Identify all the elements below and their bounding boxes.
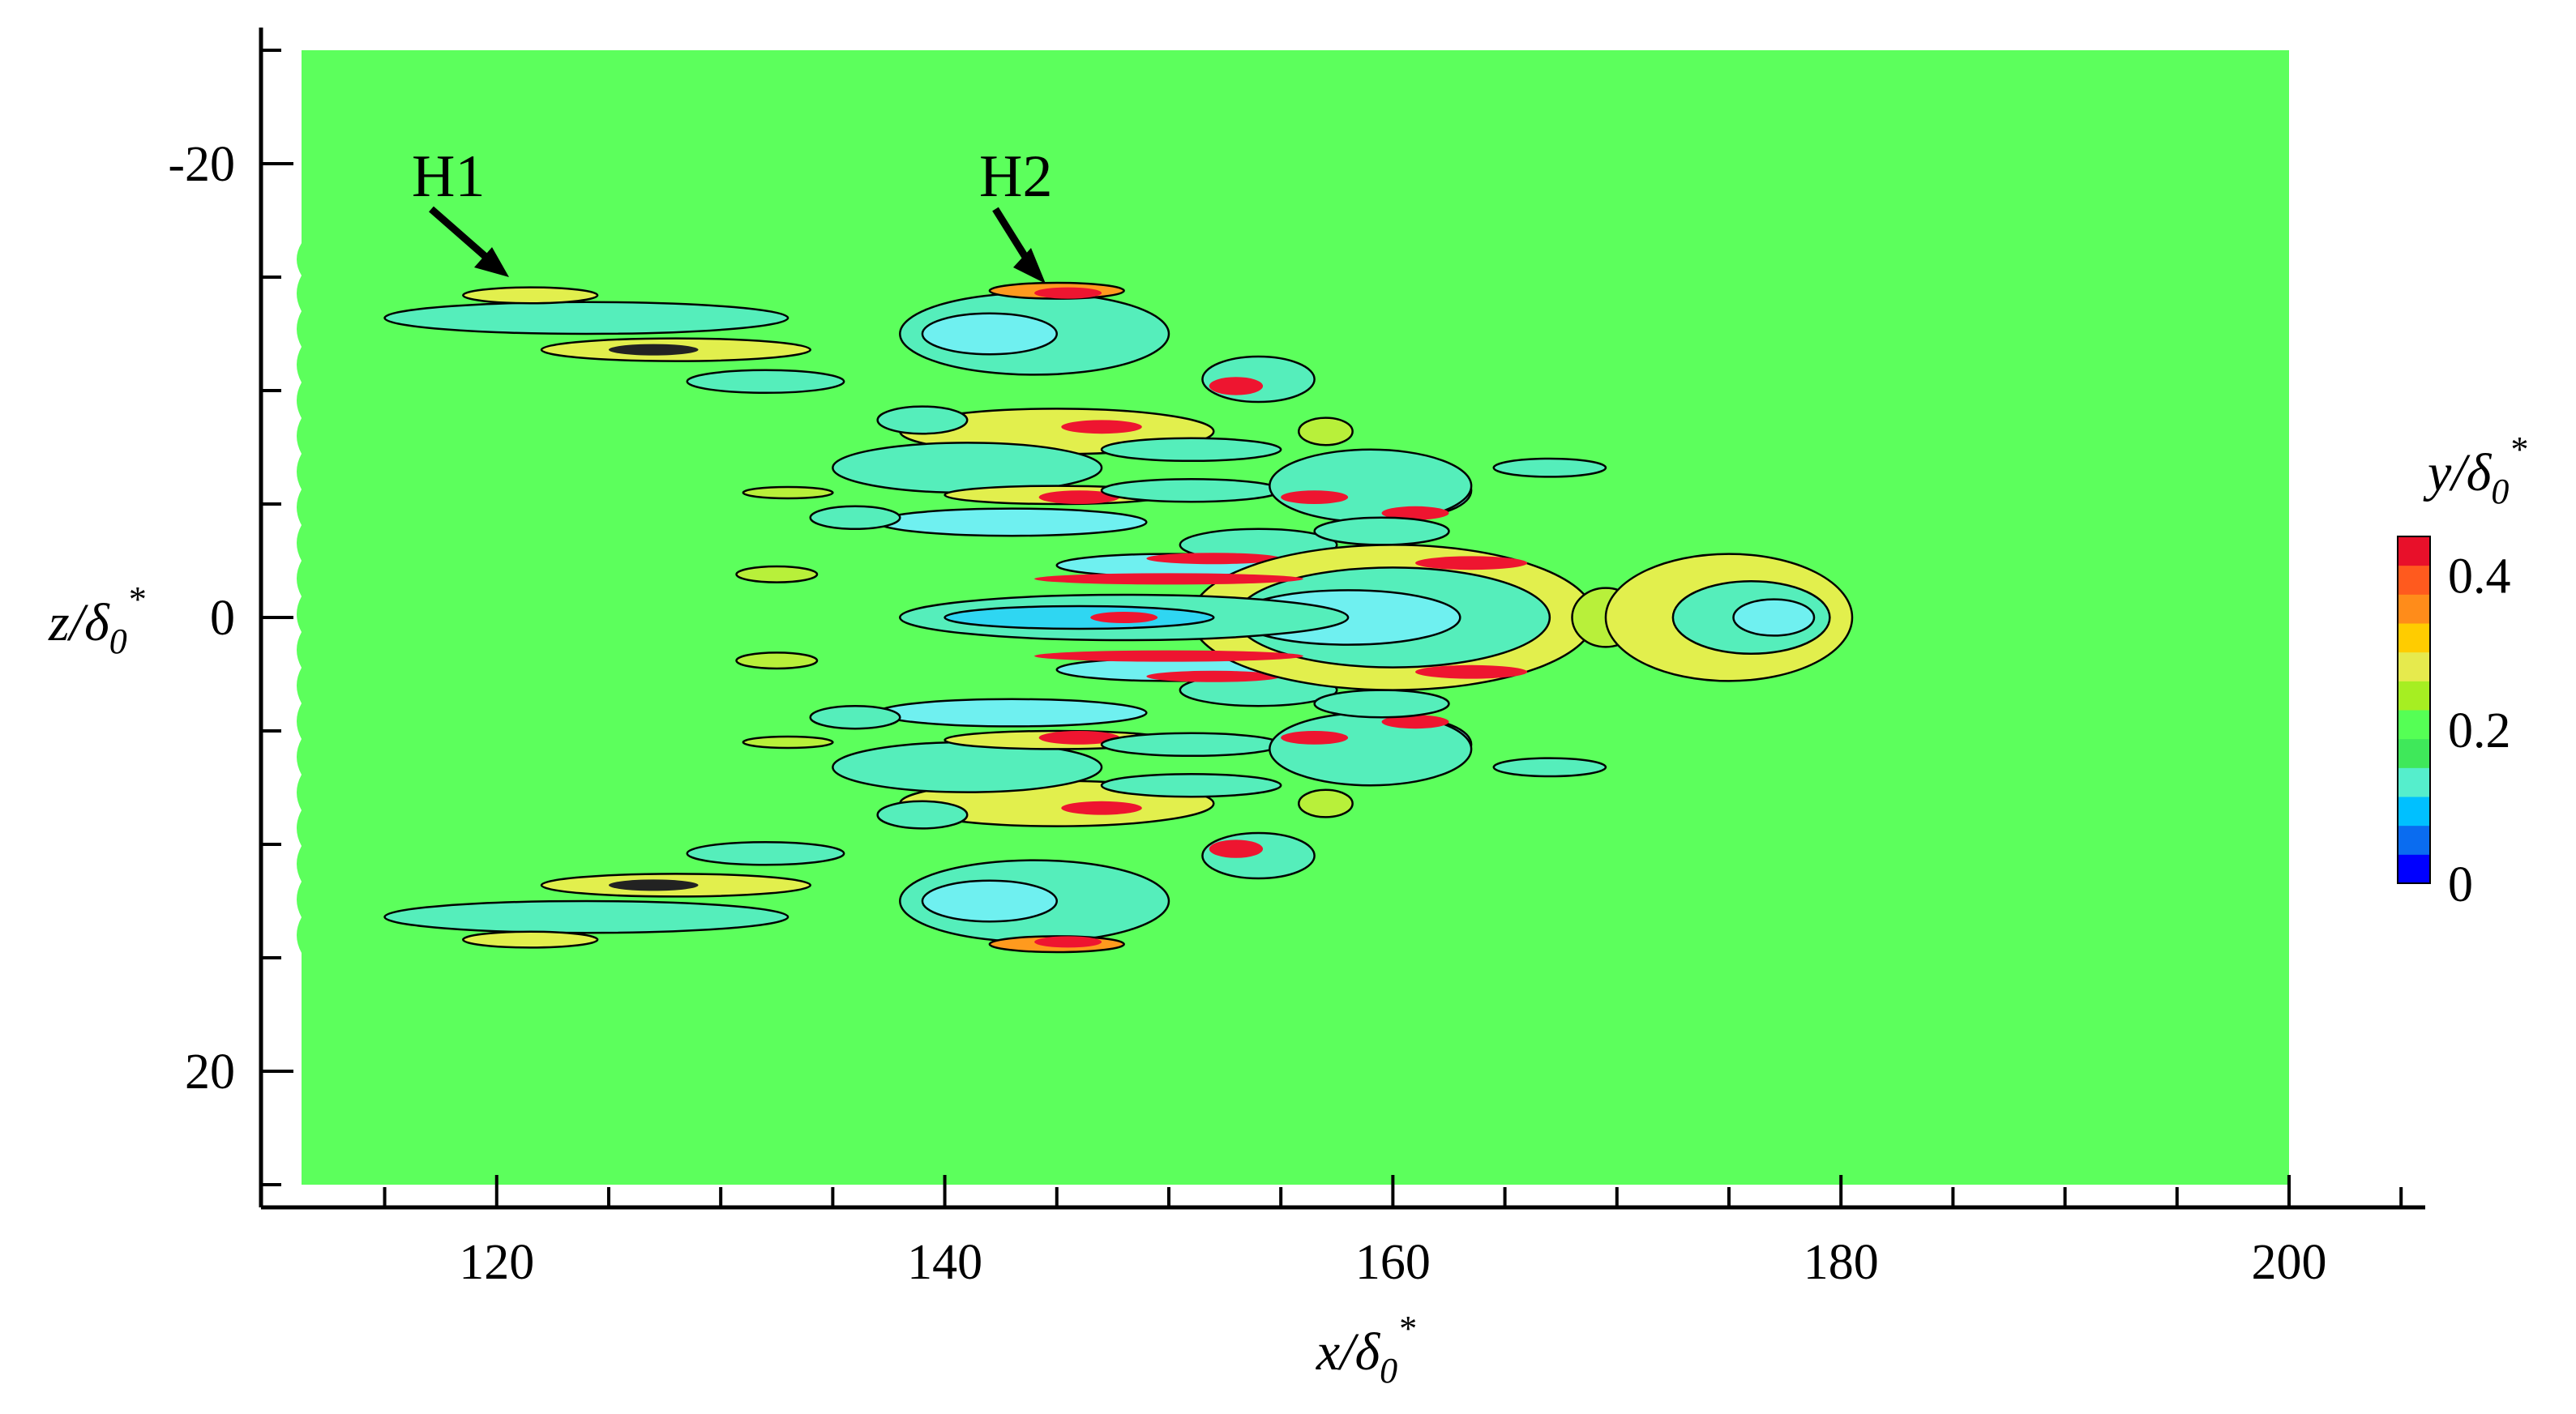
annotation-h2-arrow <box>992 207 1031 263</box>
contour-blob <box>809 704 901 730</box>
colorbar-tick-labels: 0 0.2 0.4 <box>2448 549 2511 912</box>
contour-blob <box>1313 689 1450 719</box>
contour-blob <box>686 369 845 395</box>
colorbar-tick-label: 0 <box>2448 857 2473 912</box>
contour-blob <box>1209 839 1264 858</box>
contour-blobs <box>383 281 1854 954</box>
contour-blob <box>608 344 699 356</box>
contour-blob <box>608 879 699 891</box>
contour-blob <box>876 800 969 830</box>
contour-blob <box>1298 417 1354 446</box>
contour-blob <box>1090 612 1158 623</box>
contour-blob <box>1034 287 1102 299</box>
contour-blob <box>735 565 819 583</box>
x-tick-label: 180 <box>1804 1235 1879 1290</box>
contour-blob <box>1061 801 1142 815</box>
contour-blob <box>686 840 845 866</box>
contour-blob <box>1146 553 1282 565</box>
colorbar-tick-label: 0.2 <box>2448 703 2511 758</box>
colorbar: y/δ0* 0 0.2 0.4 <box>2397 429 2527 912</box>
contour-blob <box>1100 772 1282 798</box>
contour-blob <box>742 735 834 750</box>
contour-blob <box>462 930 599 949</box>
contour-blob <box>1281 731 1349 745</box>
colorbar-band <box>2398 767 2430 797</box>
colorbar-band <box>2398 825 2430 855</box>
contour-blob <box>1492 757 1607 778</box>
contour-blob <box>1034 650 1303 662</box>
annotation-h1-label: H1 <box>412 143 485 210</box>
y-ticks <box>261 49 293 1186</box>
y-tick-labels: -20 0 20 <box>168 137 235 1100</box>
colorbar-band <box>2398 594 2430 624</box>
contour-blob <box>1100 732 1282 758</box>
colorbar-frame <box>2397 536 2431 884</box>
contour-blob <box>1061 420 1142 434</box>
contour-blob <box>1034 936 1102 948</box>
colorbar-band <box>2398 710 2430 740</box>
contour-blob <box>1381 506 1449 520</box>
colorbar-band <box>2398 565 2430 595</box>
contour-blob <box>876 405 969 435</box>
contour-blob <box>944 604 1215 630</box>
annotation-h1-arrow <box>429 206 493 264</box>
annotation-h1: H1 <box>412 143 509 277</box>
contour-blob <box>383 301 789 335</box>
contour-blob <box>1415 556 1528 570</box>
annotation-h2-label: H2 <box>979 143 1052 210</box>
colorbar-band <box>2398 854 2430 884</box>
contour-blob <box>876 507 1148 537</box>
colorbar-tick-label: 0.4 <box>2448 549 2511 604</box>
contour-blob <box>1100 477 1282 503</box>
contour-blob <box>1298 788 1354 818</box>
colorbar-band <box>2398 651 2430 681</box>
contour-blob <box>921 312 1059 356</box>
x-tick-label: 160 <box>1355 1235 1431 1290</box>
x-tick-label: 140 <box>907 1235 982 1290</box>
contour-blob <box>1492 457 1607 478</box>
contour-blob <box>1038 731 1120 745</box>
colorbar-band <box>2398 797 2430 827</box>
contour-field <box>295 50 2289 1185</box>
colorbar-band <box>2398 623 2430 653</box>
colorbar-band <box>2398 536 2430 566</box>
x-tick-label: 200 <box>2252 1235 2327 1290</box>
contour-blob <box>1732 598 1816 637</box>
colorbar-band <box>2398 738 2430 768</box>
contour-blob <box>1100 437 1282 463</box>
contour-blob <box>1313 516 1450 546</box>
x-tick-label: 120 <box>459 1235 534 1290</box>
contour-blob <box>1415 664 1528 679</box>
contour-blob <box>921 879 1059 923</box>
contour-blob <box>1146 670 1282 682</box>
contour-blob <box>1038 490 1120 504</box>
contour-blob <box>876 698 1148 728</box>
annotation-h2-arrowhead <box>1013 248 1046 284</box>
colorbar-title: y/δ0* <box>2423 429 2527 511</box>
y-tick-label: -20 <box>168 137 235 192</box>
x-ticks <box>383 1175 2403 1207</box>
contour-blob <box>742 485 834 500</box>
annotation-h2: H2 <box>979 143 1052 284</box>
axes: 120 140 160 180 200 -20 0 20 <box>168 28 2425 1290</box>
colorbar-bands <box>2398 536 2430 884</box>
x-tick-labels: 120 140 160 180 200 <box>459 1235 2326 1290</box>
contour-blob <box>1034 573 1303 585</box>
contour-blob <box>809 505 901 531</box>
contour-blob <box>1381 715 1449 729</box>
contour-blob <box>1209 377 1264 395</box>
annotation-h1-arrowhead <box>474 247 509 277</box>
colorbar-band <box>2398 681 2430 711</box>
y-tick-label: 20 <box>185 1044 235 1100</box>
contour-blob <box>383 899 789 934</box>
x-axis-title: x/δ0* <box>1316 1309 1415 1391</box>
y-axis-title: z/δ0* <box>48 579 145 661</box>
contour-blob <box>735 651 819 670</box>
contour-blob <box>462 286 599 305</box>
contour-blob <box>1281 490 1349 504</box>
y-tick-label: 0 <box>210 591 235 646</box>
